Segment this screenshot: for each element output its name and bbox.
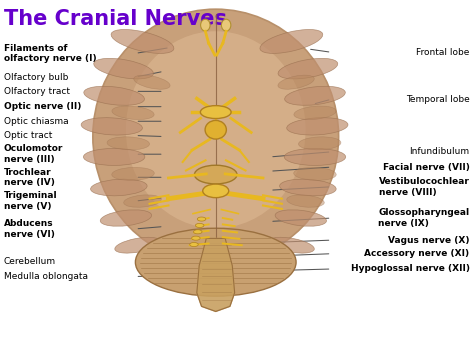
Text: Cerebellum: Cerebellum bbox=[3, 257, 55, 266]
Ellipse shape bbox=[285, 86, 346, 105]
Text: Infundibulum: Infundibulum bbox=[410, 147, 470, 156]
Text: Abducens
nerve (VI): Abducens nerve (VI) bbox=[3, 219, 55, 239]
Ellipse shape bbox=[111, 29, 174, 54]
Ellipse shape bbox=[195, 223, 204, 227]
Text: The Cranial Nerves: The Cranial Nerves bbox=[4, 9, 228, 29]
Text: Trigeminal
nerve (V): Trigeminal nerve (V) bbox=[3, 191, 57, 211]
Ellipse shape bbox=[299, 137, 341, 150]
Ellipse shape bbox=[278, 58, 338, 79]
Ellipse shape bbox=[287, 195, 324, 207]
Ellipse shape bbox=[83, 148, 145, 165]
Ellipse shape bbox=[294, 106, 336, 119]
Text: Olfactory tract: Olfactory tract bbox=[3, 87, 70, 96]
Text: Medulla oblongata: Medulla oblongata bbox=[3, 272, 88, 281]
Text: Vagus nerve (X): Vagus nerve (X) bbox=[388, 236, 470, 244]
Ellipse shape bbox=[221, 19, 231, 31]
Ellipse shape bbox=[294, 167, 336, 180]
Ellipse shape bbox=[93, 9, 338, 264]
Ellipse shape bbox=[284, 148, 346, 165]
Text: Vestibulocochlear
nerve (VIII): Vestibulocochlear nerve (VIII) bbox=[379, 177, 470, 196]
Ellipse shape bbox=[193, 230, 202, 234]
Text: Oculomotor
nerve (III): Oculomotor nerve (III) bbox=[3, 145, 63, 164]
Ellipse shape bbox=[278, 75, 314, 89]
Ellipse shape bbox=[94, 58, 154, 79]
Text: Hypoglossal nerve (XII): Hypoglossal nerve (XII) bbox=[351, 265, 470, 273]
Ellipse shape bbox=[201, 106, 231, 119]
Ellipse shape bbox=[201, 19, 210, 31]
Text: Olfactory bulb: Olfactory bulb bbox=[3, 73, 68, 81]
Text: Filaments of
olfactory nerve (I): Filaments of olfactory nerve (I) bbox=[3, 44, 96, 63]
Ellipse shape bbox=[197, 217, 206, 221]
Ellipse shape bbox=[112, 167, 154, 180]
Text: Accessory nerve (XI): Accessory nerve (XI) bbox=[365, 249, 470, 258]
Ellipse shape bbox=[203, 184, 229, 198]
Ellipse shape bbox=[136, 228, 296, 296]
Ellipse shape bbox=[205, 120, 227, 139]
Ellipse shape bbox=[115, 237, 161, 253]
Ellipse shape bbox=[126, 31, 306, 228]
Text: Facial nerve (VII): Facial nerve (VII) bbox=[383, 163, 470, 172]
Ellipse shape bbox=[287, 118, 348, 135]
Ellipse shape bbox=[100, 210, 152, 226]
Ellipse shape bbox=[107, 137, 149, 150]
Ellipse shape bbox=[190, 242, 198, 247]
Text: Optic chiasma: Optic chiasma bbox=[3, 117, 68, 126]
Ellipse shape bbox=[280, 179, 336, 196]
Text: Frontal lobe: Frontal lobe bbox=[416, 48, 470, 57]
Text: Optic nerve (II): Optic nerve (II) bbox=[3, 102, 81, 111]
Text: Optic tract: Optic tract bbox=[3, 131, 52, 140]
Ellipse shape bbox=[268, 237, 314, 253]
Ellipse shape bbox=[112, 106, 154, 119]
Ellipse shape bbox=[124, 195, 161, 207]
Ellipse shape bbox=[275, 210, 327, 226]
Ellipse shape bbox=[91, 179, 147, 196]
Ellipse shape bbox=[191, 236, 200, 240]
Text: Glossopharyngeal
nerve (IX): Glossopharyngeal nerve (IX) bbox=[378, 208, 470, 228]
Ellipse shape bbox=[260, 29, 323, 54]
Ellipse shape bbox=[84, 86, 145, 105]
Ellipse shape bbox=[134, 75, 170, 89]
Text: Temporal lobe: Temporal lobe bbox=[406, 95, 470, 104]
Ellipse shape bbox=[194, 165, 237, 184]
Ellipse shape bbox=[81, 118, 142, 135]
Text: Trochlear
nerve (IV): Trochlear nerve (IV) bbox=[3, 167, 55, 187]
Polygon shape bbox=[197, 238, 235, 311]
